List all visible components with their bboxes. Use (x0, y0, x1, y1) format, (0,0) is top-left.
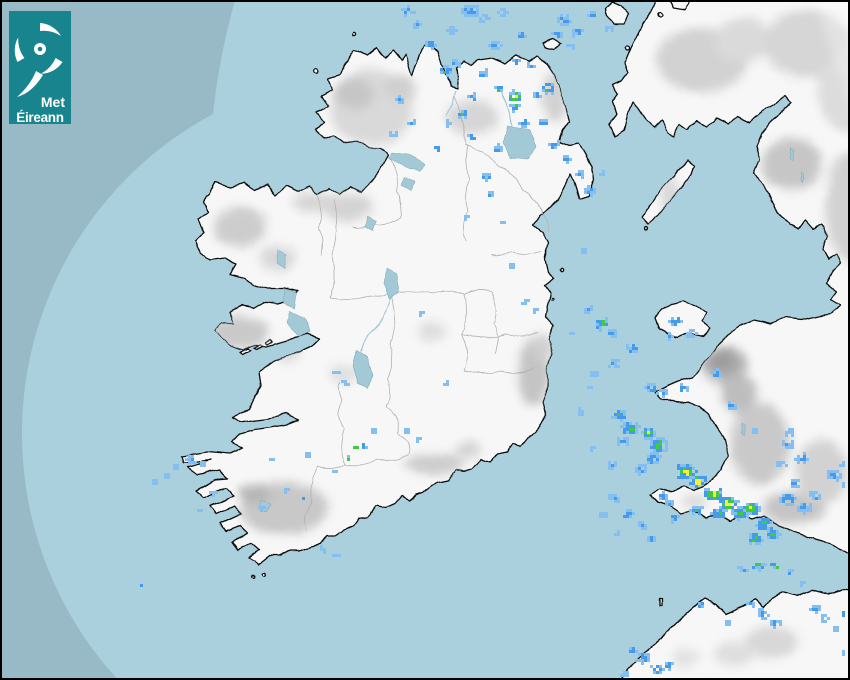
lough-mask (282, 288, 298, 309)
terrain-shading (208, 2, 848, 667)
arranmore-island (312, 67, 320, 75)
landmasses (181, 2, 848, 678)
logo-text-met: Met (40, 94, 65, 110)
upper-lough-erne (400, 176, 417, 192)
county-boundaries (304, 93, 549, 531)
rivers (359, 89, 513, 353)
met-eireann-swirl-icon (14, 23, 63, 97)
lough-neagh (502, 125, 536, 161)
cumbria-lake-2 (800, 171, 805, 183)
radar-composite-edge-northeast (815, 2, 848, 117)
lambay-island (559, 267, 565, 273)
lakes (257, 125, 805, 513)
met-eireann-logo: Met Éireann (9, 11, 71, 125)
logo-text-eireann: Éireann (16, 110, 64, 125)
arran-island-tip (670, 2, 690, 10)
sherkin-island (251, 574, 255, 578)
calf-of-man-island (643, 225, 649, 231)
rathlin-island (543, 38, 562, 50)
aran-islands (239, 338, 273, 355)
tory-island (351, 31, 357, 37)
lough-conn (275, 248, 287, 269)
welsh-lake (739, 421, 745, 435)
kintyre-peninsula (605, 2, 630, 25)
lundy-island (659, 597, 664, 607)
lough-allen (364, 216, 377, 233)
sanda-island (657, 12, 663, 18)
lough-derg (352, 350, 373, 390)
dalkey-island (551, 297, 555, 301)
ailsa-craig-island (624, 46, 630, 52)
cumbria-lake-1 (788, 147, 794, 161)
lower-lough-erne (387, 151, 426, 174)
rainfall-radar-layer (140, 5, 845, 677)
lough-corrib (286, 310, 311, 338)
lough-ree (384, 268, 400, 301)
cape-clear-island (261, 571, 267, 577)
